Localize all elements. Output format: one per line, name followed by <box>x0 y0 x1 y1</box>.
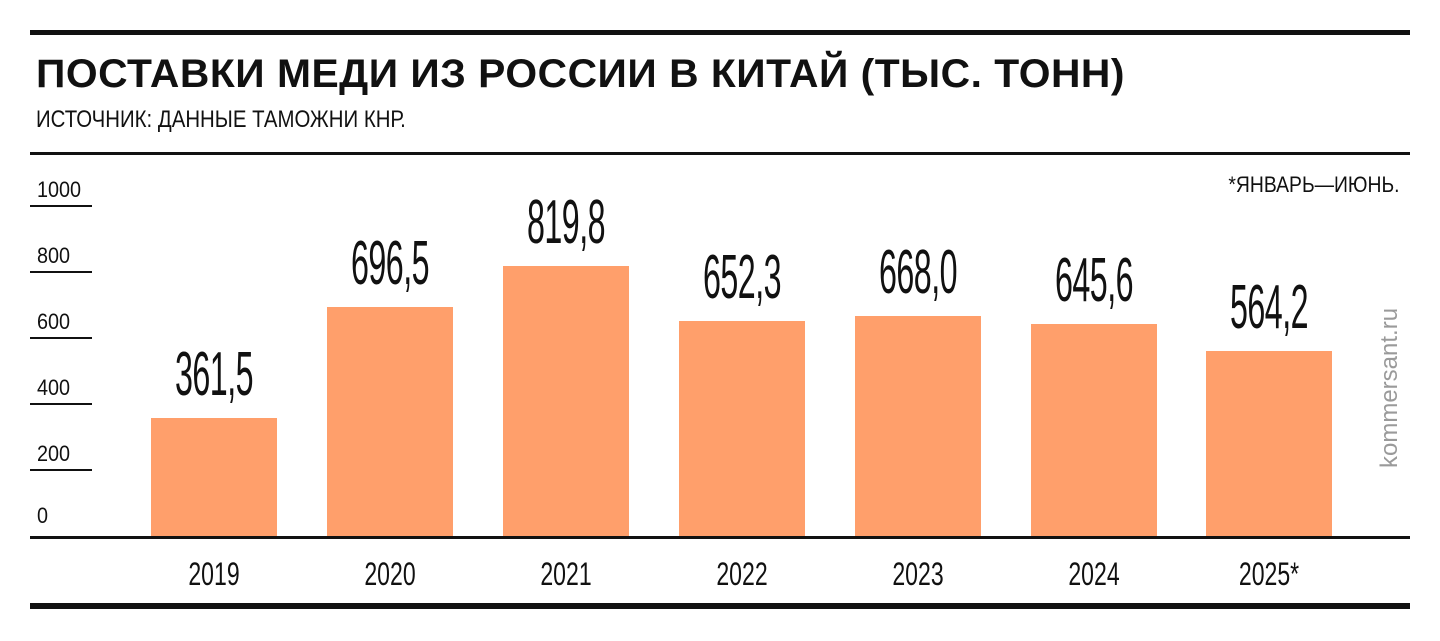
y-tick-label: 400 <box>37 374 71 400</box>
y-tick-0: 0 <box>30 503 92 533</box>
bar-2024 <box>1030 323 1157 537</box>
y-tick-mark <box>30 336 92 339</box>
bar-value-label: 668,0 <box>878 238 958 308</box>
y-tick-label: 0 <box>37 503 49 528</box>
bar-value-label: 361,5 <box>174 339 254 409</box>
bar-2021 <box>502 266 629 537</box>
y-tick-600: 600 <box>30 309 92 339</box>
bar-2025 <box>1206 350 1333 537</box>
x-axis-baseline <box>30 536 1410 539</box>
chart-title: ПОСТАВКИ МЕДИ ИЗ РОССИИ В КИТАЙ (ТЫС. ТО… <box>36 52 1126 96</box>
x-tick-label: 2024 <box>1067 556 1120 592</box>
bar-2022 <box>678 321 805 537</box>
x-tick-label: 2025* <box>1239 556 1300 592</box>
y-tick-mark <box>30 402 92 405</box>
bar-value-label: 696,5 <box>350 228 430 298</box>
x-tick-label: 2020 <box>364 556 416 592</box>
y-tick-400: 400 <box>30 375 92 405</box>
y-tick-mark <box>30 468 92 471</box>
bar-value-label: 645,6 <box>1054 245 1133 315</box>
y-tick-label: 1000 <box>37 176 82 202</box>
y-tick-mark <box>30 270 92 273</box>
y-tick-label: 600 <box>37 308 71 334</box>
y-tick-label: 200 <box>37 440 71 466</box>
bar-2019 <box>151 417 277 537</box>
y-tick-200: 200 <box>30 441 92 471</box>
x-tick-label: 2022 <box>716 556 768 592</box>
bar-2023 <box>854 316 981 537</box>
bar-2020 <box>326 306 453 537</box>
bar-value-label: 819,8 <box>526 188 606 258</box>
y-tick-1000: 1000 <box>30 177 92 207</box>
header-divider <box>30 152 1410 155</box>
x-tick-label: 2019 <box>188 556 240 592</box>
x-tick-label: 2023 <box>891 556 944 592</box>
bottom-rule <box>30 603 1410 609</box>
x-tick-label: 2021 <box>540 556 592 592</box>
y-tick-800: 800 <box>30 243 92 273</box>
bar-value-label: 652,3 <box>702 243 782 313</box>
footnote: *ЯНВАРЬ—ИЮНЬ. <box>1228 172 1400 197</box>
y-tick-mark <box>30 204 92 207</box>
bar-value-label: 564,2 <box>1230 272 1309 342</box>
chart-source: ИСТОЧНИК: ДАННЫЕ ТАМОЖНИ КНР. <box>36 106 406 133</box>
y-tick-label: 800 <box>37 242 71 268</box>
top-rule <box>30 30 1410 35</box>
watermark: kommersant.ru <box>1376 307 1403 468</box>
